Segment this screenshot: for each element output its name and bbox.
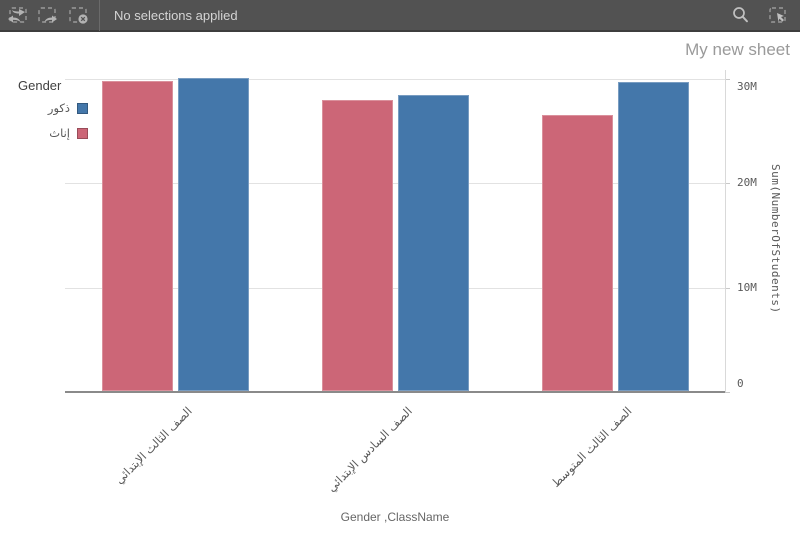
y-tick-mark (725, 183, 730, 184)
undo-button[interactable] (3, 2, 31, 28)
y-tick-mark (725, 392, 730, 393)
bar[interactable] (397, 94, 469, 391)
chart-legend: Gender ذكور إناث (18, 78, 88, 151)
toolbar-separator (99, 0, 100, 31)
toolbar: No selections applied (0, 0, 800, 32)
y-tick-label: 0 (737, 377, 744, 390)
x-category-label: الصف السادس الإبتدائي (324, 404, 415, 495)
bar[interactable] (617, 82, 689, 391)
legend-swatch-blue (77, 102, 88, 114)
x-axis-baseline (65, 391, 725, 393)
legend-label: ذكور (47, 101, 70, 115)
legend-swatch-red (77, 127, 88, 139)
sheet-title[interactable]: My new sheet (685, 40, 790, 59)
search-icon (730, 5, 750, 25)
gridline (65, 288, 725, 289)
clear-selections-icon (68, 5, 90, 25)
bar[interactable] (541, 114, 613, 391)
selections-tool-icon (767, 5, 789, 25)
y-tick-label: 10M (737, 281, 757, 294)
legend-item-males[interactable]: ذكور (18, 101, 88, 115)
y-tick-label: 20M (737, 176, 757, 189)
clear-selections-button[interactable] (65, 2, 93, 28)
legend-item-females[interactable]: إناث (18, 126, 88, 140)
y-tick-mark (725, 288, 730, 289)
bar[interactable] (321, 99, 393, 391)
gridline (65, 79, 725, 80)
redo-button[interactable] (34, 2, 62, 28)
undo-icon (6, 5, 28, 25)
gridline (65, 183, 725, 184)
search-button[interactable] (726, 2, 754, 28)
y-axis-title: Sum(NumberOfStudents) (769, 164, 782, 314)
selections-status-text: No selections applied (114, 7, 238, 23)
redo-icon (37, 5, 59, 25)
x-axis-title: Gender ,ClassName (340, 510, 450, 524)
y-tick-label: 30M (737, 80, 757, 93)
selections-tool-button[interactable] (764, 2, 792, 28)
x-category-label: الصف الثالث الإبتدائي (112, 404, 195, 487)
bar[interactable] (177, 78, 249, 391)
x-category-label: الصف الثالث المتوسط (548, 404, 635, 491)
y-tick-mark (725, 79, 730, 80)
legend-title: Gender (18, 78, 62, 93)
y-axis-line (725, 70, 726, 392)
bar[interactable] (101, 81, 173, 391)
legend-label: إناث (49, 126, 70, 140)
